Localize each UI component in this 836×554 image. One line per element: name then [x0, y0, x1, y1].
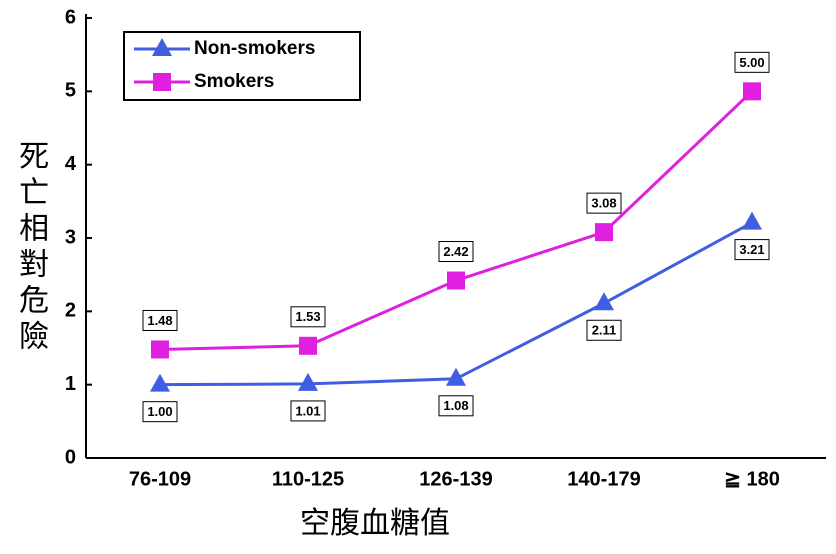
y-tick-label: 3: [65, 226, 76, 248]
value-label-box: [290, 306, 326, 328]
value-label: 2.42: [443, 244, 468, 259]
data-point: [743, 82, 761, 101]
y-tick-label: 4: [65, 153, 77, 175]
value-label: 3.21: [739, 242, 764, 257]
value-label: 1.01: [295, 403, 320, 418]
value-label: 3.08: [591, 196, 616, 211]
legend-marker: [152, 38, 172, 56]
y-tick-label: 5: [65, 80, 76, 102]
data-point: [446, 367, 466, 386]
value-label: 1.08: [443, 398, 468, 413]
x-tick-label: 140-179: [567, 468, 640, 490]
value-label: 1.48: [147, 313, 172, 328]
legend-label: Non-smokers: [194, 38, 315, 59]
value-label-box: [734, 51, 770, 73]
value-label: 2.11: [592, 323, 617, 338]
data-point: [595, 223, 613, 242]
data-point: [298, 372, 318, 391]
value-label: 5.00: [739, 55, 764, 70]
value-label-box: [438, 395, 474, 417]
value-label: 1.00: [147, 404, 172, 419]
value-label-box: [586, 319, 622, 341]
x-tick-label: ≧ 180: [724, 468, 780, 490]
data-point: [742, 211, 762, 230]
value-label-box: [734, 239, 770, 261]
x-axis-label: 空腹血糖值: [300, 507, 450, 540]
data-point: [299, 336, 317, 355]
value-label-box: [438, 241, 474, 263]
y-axis-label: 死亡相對危險: [14, 140, 49, 356]
value-label: 1.53: [295, 309, 320, 324]
value-label-box: [142, 401, 178, 423]
y-tick-label: 2: [65, 300, 76, 322]
data-point: [447, 271, 465, 290]
value-label-box: [290, 400, 326, 422]
y-tick-label: 1: [65, 373, 76, 395]
data-point: [151, 340, 169, 359]
data-point: [150, 373, 170, 392]
x-tick-label: 76-109: [129, 468, 191, 490]
value-label-box: [142, 309, 178, 331]
data-point: [594, 292, 614, 311]
x-tick-label: 110-125: [272, 468, 344, 490]
legend-label: Smokers: [194, 71, 274, 92]
x-tick-label: 126-139: [419, 468, 492, 490]
series-line: [159, 90, 754, 351]
value-label-box: [586, 192, 622, 214]
y-tick-label: 0: [65, 446, 76, 468]
y-tick-label: 6: [65, 6, 76, 28]
legend-marker: [153, 73, 171, 91]
